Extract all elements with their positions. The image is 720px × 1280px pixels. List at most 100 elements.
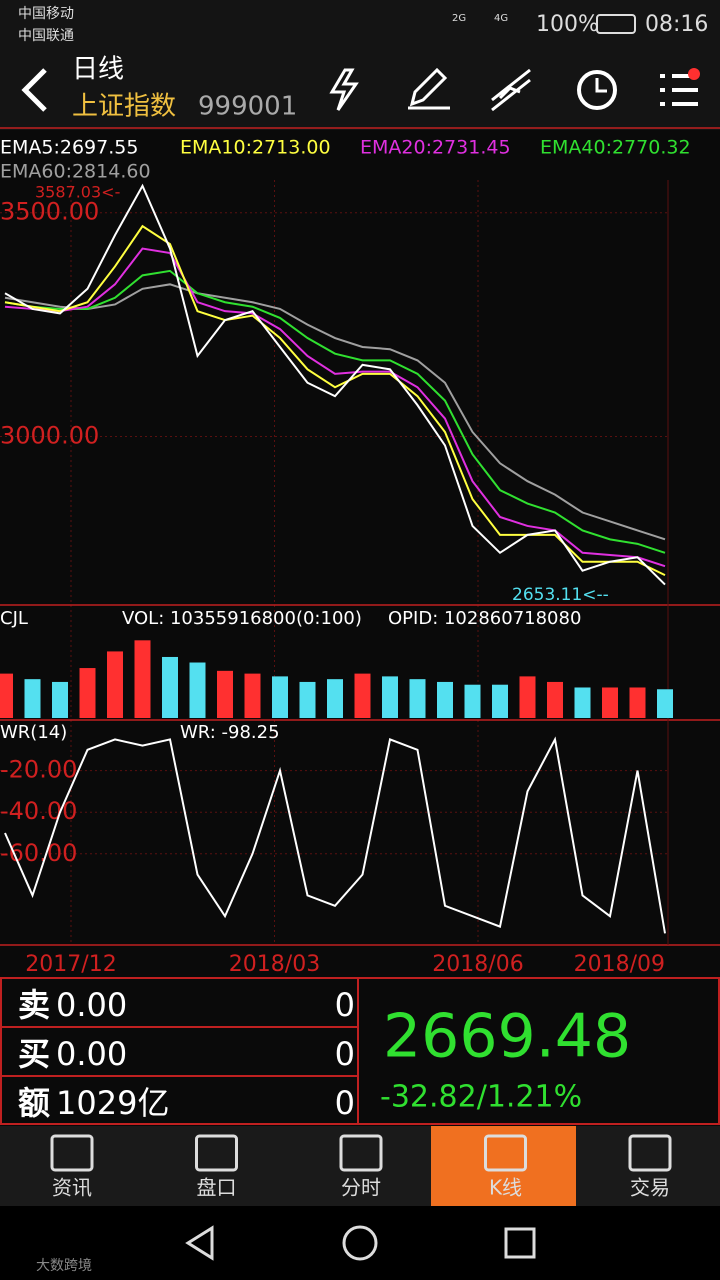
draw-button[interactable] — [408, 67, 450, 110]
y-tick-label: 3500.00 — [0, 198, 99, 226]
quote-panel — [0, 977, 720, 1125]
period: 日线 — [72, 55, 124, 85]
legend-entry: EMA5:2697.55 — [0, 137, 138, 159]
network: 2G — [452, 13, 466, 24]
quote-volume: 0 — [335, 1035, 355, 1073]
battery: 100% — [536, 12, 599, 37]
volume-bar — [299, 681, 316, 718]
indicator-button[interactable] — [491, 68, 531, 112]
tab-icon — [628, 1134, 672, 1172]
volume-bar — [189, 662, 206, 718]
nav-home[interactable] — [342, 1225, 378, 1261]
quote-volume: 0 — [335, 1084, 355, 1122]
series-line — [4, 736, 666, 934]
legend-entry: EMA60:2814.60 — [0, 161, 151, 183]
time: 08:16 — [645, 12, 708, 37]
panel-title: CJL — [0, 608, 28, 629]
tab-label: 资讯 — [52, 1176, 92, 1200]
carrier: 中国移动 — [18, 6, 74, 22]
tab-label: 分时 — [341, 1176, 381, 1200]
battery-icon — [596, 14, 636, 34]
volume-bar — [244, 673, 261, 718]
series-line — [4, 269, 666, 554]
x-tick-label: 2018/09 — [574, 952, 665, 977]
y-tick-label: -20.00 — [0, 756, 77, 784]
legend-entry: EMA40:2770.32 — [540, 137, 691, 159]
volume-bar — [24, 679, 41, 718]
annotation: 3587.03<- — [35, 183, 120, 202]
x-tick-label: 2018/06 — [432, 952, 523, 977]
watermark: 大数跨境 — [36, 1258, 92, 1274]
series-line — [4, 283, 666, 541]
y-tick-label: 3000.00 — [0, 421, 99, 449]
volume-bar — [464, 684, 481, 718]
index-name: 上证指数 — [72, 92, 176, 122]
tab-icon — [50, 1134, 94, 1172]
tab-label: 交易 — [630, 1176, 670, 1200]
volume-bar — [574, 687, 591, 718]
panel-subtitle: VOL: 10355916800(0:100) — [122, 608, 362, 629]
badge — [688, 68, 700, 80]
volume-bar — [327, 679, 343, 718]
legend-entry: EMA20:2731.45 — [360, 137, 511, 159]
volume-bar — [0, 673, 13, 718]
back-button[interactable] — [21, 68, 47, 112]
quote-label: 买 — [18, 1035, 50, 1073]
nav-recent[interactable] — [504, 1227, 536, 1259]
quote-value: 1029亿 — [56, 1084, 169, 1122]
legend-entry: EMA10:2713.00 — [180, 137, 331, 159]
index-code: 999001 — [198, 92, 297, 122]
quote-volume: 0 — [335, 986, 355, 1024]
price-change: -32.82/1.21% — [380, 1080, 582, 1115]
volume-bar — [409, 679, 426, 718]
network: 4G — [494, 13, 508, 24]
volume-bar — [52, 681, 68, 718]
quote-value: 0.00 — [56, 986, 127, 1024]
charts: 2017/12 2018/03 2018/06 2018/09 3500.00 3000.… — [0, 127, 720, 977]
volume-bar — [492, 684, 508, 718]
volume-bar — [107, 651, 123, 718]
series-line — [4, 224, 666, 577]
volume-bar — [217, 670, 233, 718]
history-icon — [595, 78, 607, 93]
tab-label: 盘口 — [197, 1176, 237, 1200]
panel-annotation: OPID: 102860718080 — [388, 608, 581, 629]
volume-bar — [602, 687, 618, 718]
volume-bar — [657, 689, 673, 718]
volume-bar — [162, 656, 178, 718]
active-tab — [431, 1126, 576, 1206]
tab-icon — [339, 1134, 383, 1172]
series-line — [4, 183, 666, 586]
panel-subtitle: WR: -98.25 — [180, 722, 280, 743]
carrier: 中国联通 — [18, 28, 74, 44]
x-tick-label: 2018/03 — [229, 952, 320, 977]
y-tick-label: -60.00 — [0, 839, 77, 867]
history-button[interactable] — [577, 70, 617, 110]
tab-bar — [0, 1126, 720, 1206]
volume-bar — [354, 673, 371, 718]
tab-icon — [195, 1134, 238, 1172]
tab-label: K线 — [489, 1176, 522, 1200]
quote-label: 额 — [18, 1084, 50, 1122]
menu-button[interactable] — [660, 74, 698, 106]
quote-label: 卖 — [18, 986, 50, 1024]
volume-bar — [437, 681, 453, 718]
volume-bar — [547, 681, 563, 718]
volume-bar — [79, 668, 96, 718]
last-price: 2669.48 — [383, 1002, 631, 1072]
volume-bar — [382, 676, 398, 718]
volume-bar — [134, 640, 151, 718]
panel-title: WR(14) — [0, 722, 67, 743]
nav-back[interactable] — [185, 1225, 214, 1261]
volume-bar — [519, 676, 536, 718]
nav-bar — [0, 1206, 720, 1280]
annotation: 2653.11<-- — [512, 585, 609, 605]
flash-button[interactable] — [329, 68, 359, 111]
tab-icon — [484, 1134, 527, 1172]
quote-value: 0.00 — [56, 1035, 127, 1073]
volume-bar — [629, 687, 646, 718]
x-tick-label: 2017/12 — [25, 952, 116, 977]
volume-bar — [272, 676, 288, 718]
